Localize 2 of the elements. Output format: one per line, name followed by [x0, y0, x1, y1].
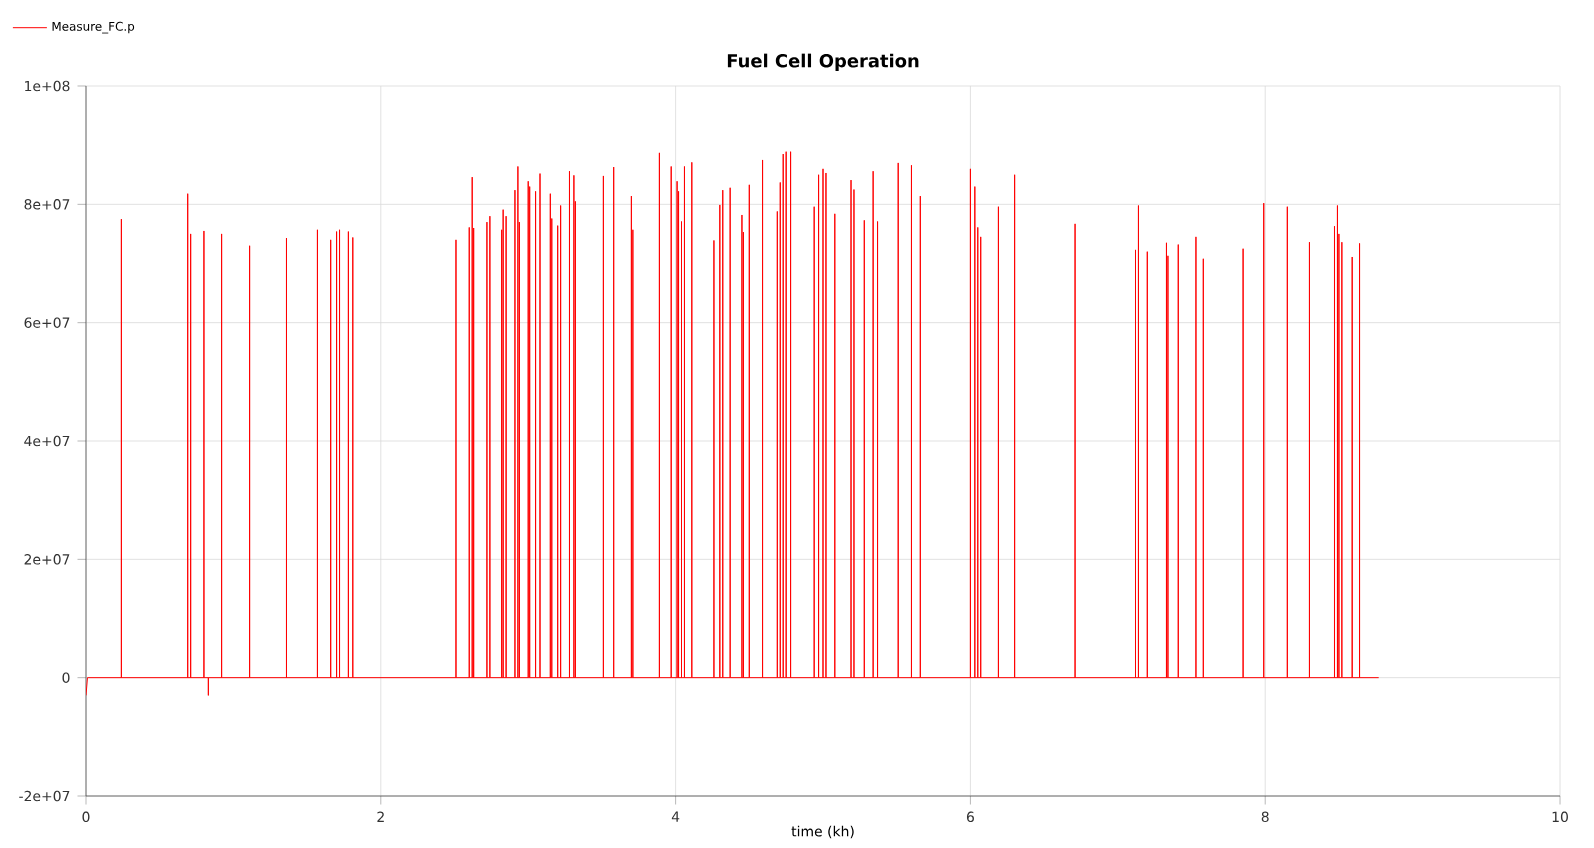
chart-title: Fuel Cell Operation	[727, 53, 919, 71]
line-series	[86, 151, 1380, 696]
